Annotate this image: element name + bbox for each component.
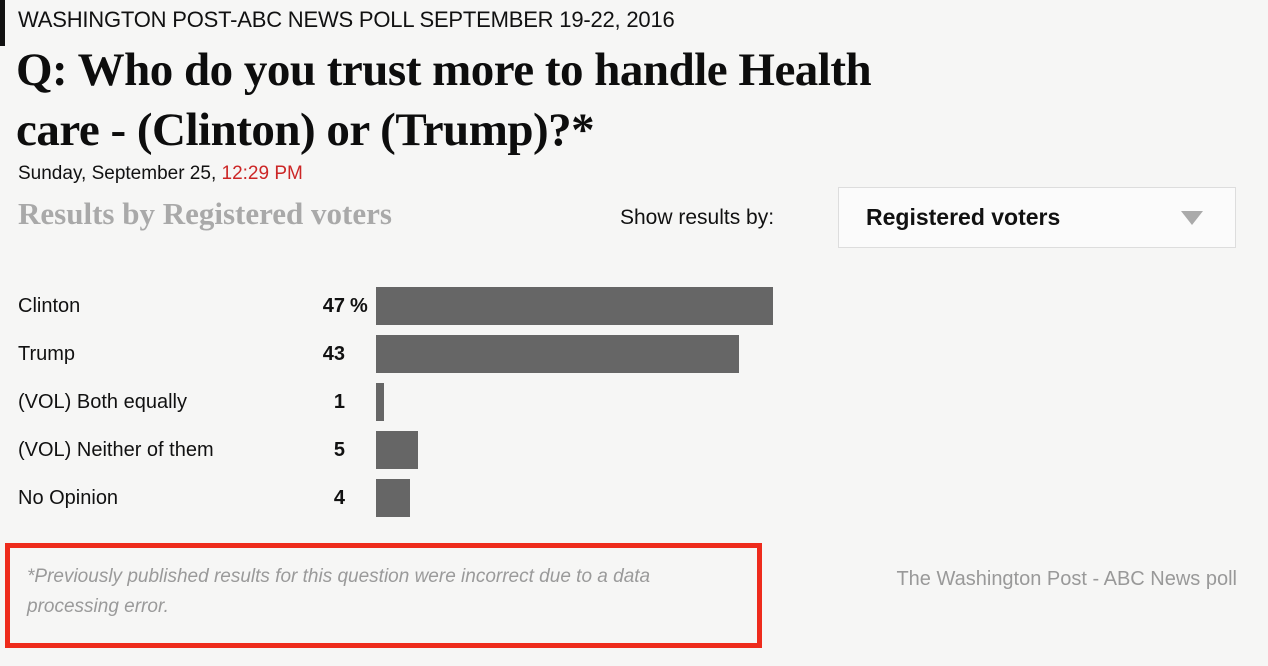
dropdown-selected-value: Registered voters <box>866 204 1061 230</box>
chart-row: (VOL) Both equally 1 <box>0 383 1268 421</box>
results-heading: Results by Registered voters <box>18 196 392 231</box>
bar-label: No Opinion <box>18 487 119 509</box>
poll-kicker: WASHINGTON POST-ABC NEWS POLL SEPTEMBER … <box>18 7 675 32</box>
dateline-time: 12:29 PM <box>221 163 303 184</box>
bar <box>376 335 739 373</box>
bar-label: (VOL) Both equally <box>18 391 187 413</box>
correction-footnote: *Previously published results for this q… <box>27 566 651 617</box>
poll-bar-chart: Clinton 47% Trump 43 (VOL) Both equally 1 (VOL… <box>0 287 1268 519</box>
question-headline: Q: Who do you trust more to handle Healt… <box>16 40 1196 160</box>
dateline-date: Sunday, September 25, <box>18 163 222 184</box>
correction-footnote-box: *Previously published results for this q… <box>5 543 762 648</box>
chart-row: Clinton 47% <box>0 287 1268 325</box>
bar <box>376 383 384 421</box>
question-headline-line2: care - (Clinton) or (Trump)?* <box>16 104 595 156</box>
dateline: Sunday, September 25, 12:29 PM <box>18 163 303 185</box>
chart-row: No Opinion 4 <box>0 479 1268 517</box>
bar-value: 43 <box>322 343 345 365</box>
bar-label: Trump <box>18 343 76 365</box>
bar-value: 1 <box>333 391 345 413</box>
page-edge-strip <box>0 0 5 46</box>
bar <box>376 479 410 517</box>
bar-value: 5 <box>333 439 345 461</box>
bar-unit: % <box>350 295 368 317</box>
bar-label: Clinton <box>18 295 81 317</box>
chevron-down-icon <box>1181 211 1203 225</box>
bar-value: 4 <box>333 487 345 509</box>
filter-label: Show results by: <box>620 206 775 229</box>
results-filter-dropdown[interactable]: Registered voters <box>838 187 1236 248</box>
chart-row: Trump 43 <box>0 335 1268 373</box>
bar <box>376 431 418 469</box>
bar <box>376 287 773 325</box>
question-headline-line1: Q: Who do you trust more to handle Healt… <box>16 44 872 96</box>
source-credit: The Washington Post - ABC News poll <box>896 568 1237 590</box>
bar-label: (VOL) Neither of them <box>18 439 214 461</box>
bar-value: 47 <box>322 295 345 317</box>
chart-row: (VOL) Neither of them 5 <box>0 431 1268 469</box>
